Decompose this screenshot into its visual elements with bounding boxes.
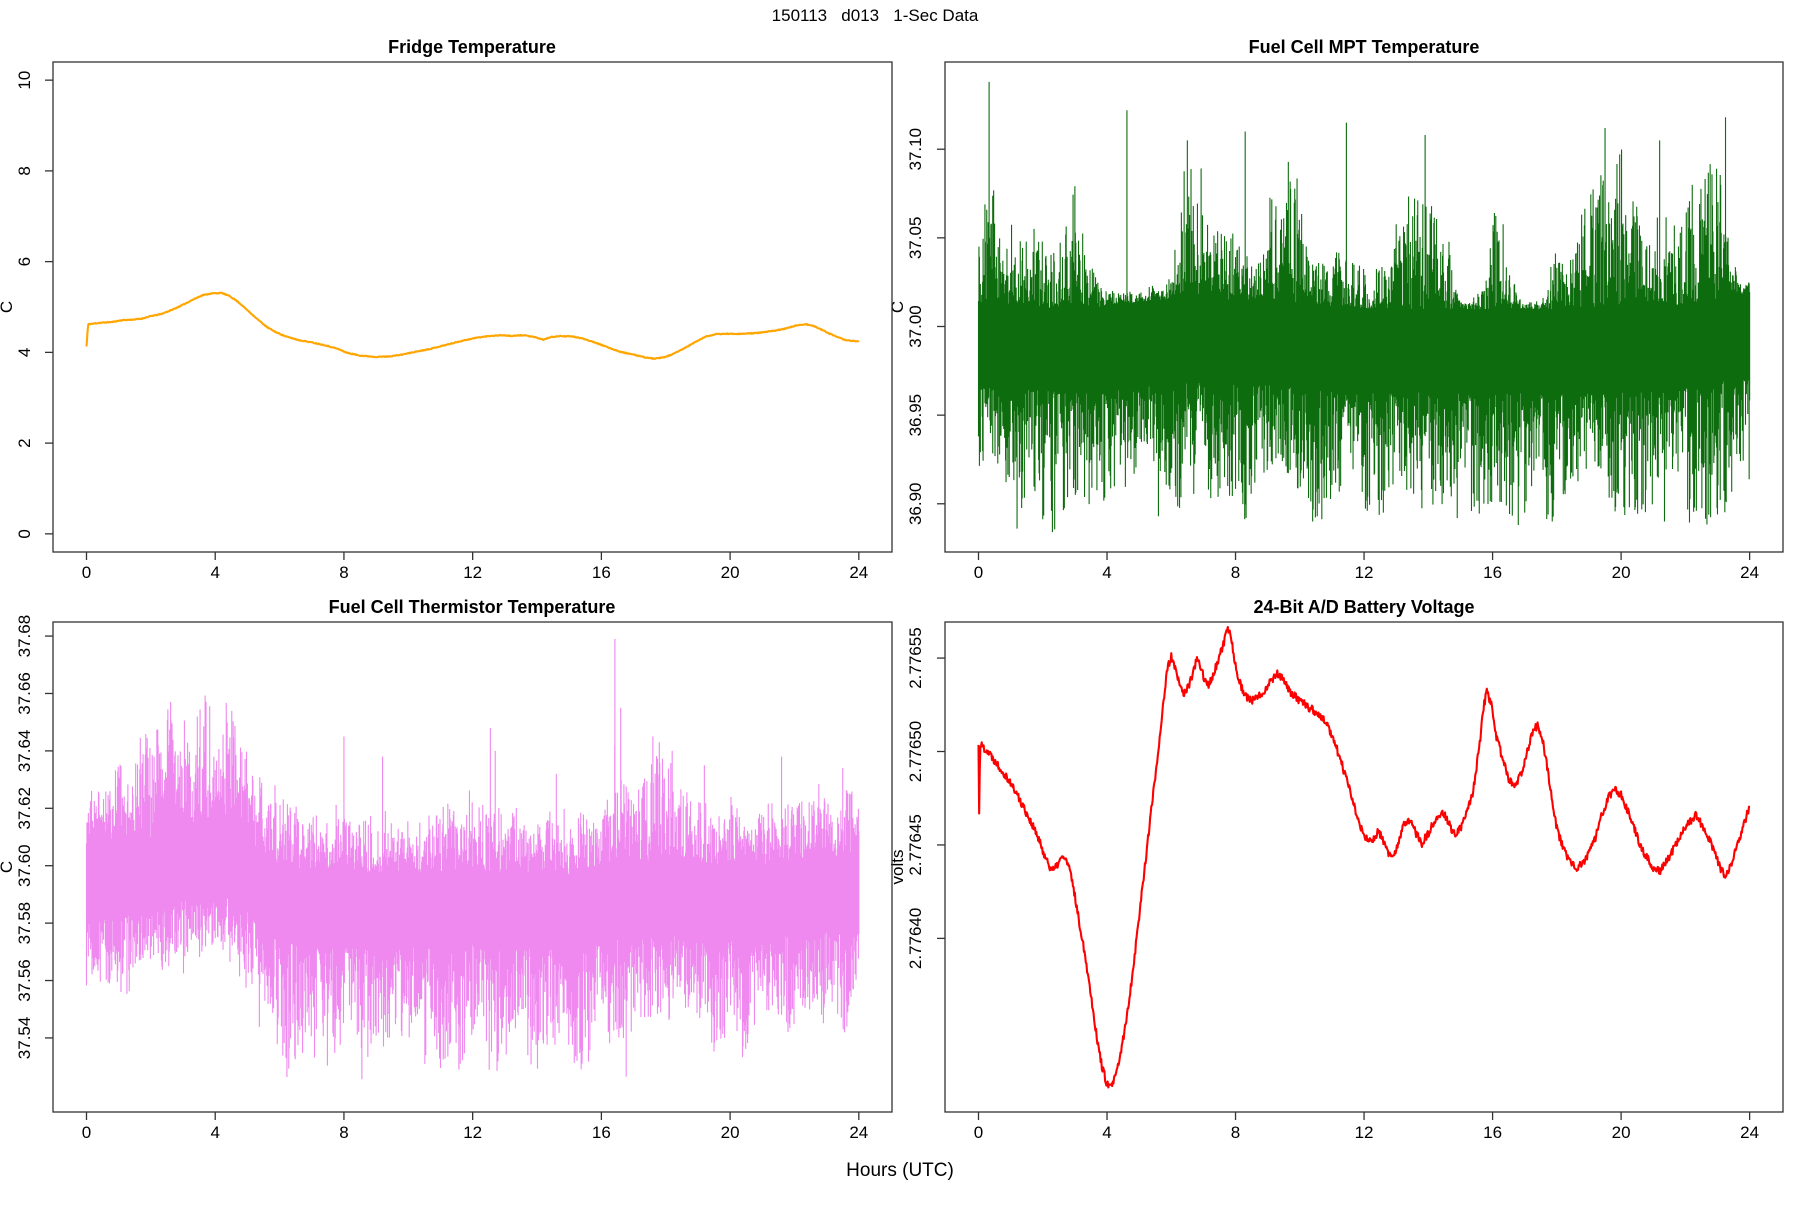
y-tick-label: 37.64 <box>15 730 34 773</box>
x-tick-label: 16 <box>592 563 611 582</box>
panel-title-thermistor: Fuel Cell Thermistor Temperature <box>329 597 616 617</box>
x-tick-label: 0 <box>82 1123 91 1142</box>
x-tick-label: 8 <box>1231 1123 1240 1142</box>
y-tick-label: 0 <box>15 529 34 538</box>
series-thermistor <box>85 638 860 1080</box>
x-tick-label: 0 <box>82 563 91 582</box>
y-axis-title-fridge: C <box>0 301 16 313</box>
x-tick-label: 16 <box>592 1123 611 1142</box>
data-layer <box>85 638 860 1080</box>
y-tick-label: 37.54 <box>15 1017 34 1060</box>
x-tick-label: 12 <box>1355 563 1374 582</box>
x-tick-label: 16 <box>1483 1123 1502 1142</box>
x-tick-label: 0 <box>974 563 983 582</box>
y-tick-label: 36.95 <box>906 394 925 437</box>
y-tick-label: 2 <box>15 438 34 447</box>
y-tick-label: 37.66 <box>15 672 34 715</box>
y-tick-label: 36.90 <box>906 483 925 526</box>
panel-title-mpt: Fuel Cell MPT Temperature <box>1249 37 1480 57</box>
x-tick-label: 8 <box>339 1123 348 1142</box>
x-axis-label: Hours (UTC) <box>846 1160 954 1181</box>
y-axis-title-mpt: C <box>888 301 907 313</box>
x-tick-label: 8 <box>1231 563 1240 582</box>
y-tick-label: 2.77655 <box>906 627 925 688</box>
y-tick-label: 37.10 <box>906 128 925 171</box>
panel-mpt: 0 4 8 12 16 20 24 36.90 36.95 37.00 37.05 37.10 <box>906 61 1784 582</box>
figure-title: 150113 d013 1-Sec Data <box>772 6 979 25</box>
x-tick-label: 4 <box>210 1123 219 1142</box>
x-tick-label: 4 <box>210 563 219 582</box>
y-axis-title-battery: volts <box>888 850 907 885</box>
x-tick-label: 20 <box>1612 563 1631 582</box>
y-tick-label: 2.77650 <box>906 721 925 782</box>
x-tick-label: 24 <box>1740 1123 1759 1142</box>
y-tick-label: 2.77640 <box>906 908 925 969</box>
y-tick-label: 8 <box>15 166 34 175</box>
series-battery <box>977 625 1751 1089</box>
x-tick-label: 4 <box>1102 563 1111 582</box>
y-tick-label: 10 <box>15 71 34 90</box>
series-fridge <box>85 291 860 360</box>
x-tick-label: 12 <box>1355 1123 1374 1142</box>
x-tick-label: 12 <box>463 563 482 582</box>
x-tick-label: 16 <box>1483 563 1502 582</box>
panel-title-battery: 24-Bit A/D Battery Voltage <box>1253 597 1474 617</box>
x-tick-label: 24 <box>1740 563 1759 582</box>
y-tick-label: 37.58 <box>15 902 34 945</box>
x-tick-label: 20 <box>721 1123 740 1142</box>
y-tick-label: 6 <box>15 257 34 266</box>
y-tick-label: 37.62 <box>15 787 34 830</box>
panel-battery: 0 4 8 12 16 20 24 2.77640 2.77645 2.77650 2.77655 <box>906 621 1784 1142</box>
y-tick-label: 37.00 <box>906 305 925 348</box>
data-layer <box>977 625 1751 1089</box>
x-tick-label: 8 <box>339 563 348 582</box>
x-tick-label: 24 <box>849 563 868 582</box>
x-tick-label: 0 <box>974 1123 983 1142</box>
data-layer <box>977 81 1751 533</box>
y-tick-label: 37.68 <box>15 615 34 658</box>
y-tick-label: 4 <box>15 348 34 357</box>
x-tick-label: 4 <box>1102 1123 1111 1142</box>
y-tick-label: 37.60 <box>15 844 34 887</box>
series-mpt <box>977 81 1751 533</box>
data-layer <box>85 291 860 360</box>
x-tick-label: 20 <box>1612 1123 1631 1142</box>
y-tick-label: 2.77645 <box>906 814 925 875</box>
x-tick-label: 20 <box>721 563 740 582</box>
y-tick-label: 37.05 <box>906 217 925 260</box>
panel-thermistor: 0 4 8 12 16 20 24 37.54 37.56 37.58 37.60 37.62 37.6… <box>15 615 893 1142</box>
x-tick-label: 12 <box>463 1123 482 1142</box>
y-axis-title-thermistor: C <box>0 861 16 873</box>
x-tick-label: 24 <box>849 1123 868 1142</box>
panel-title-fridge: Fridge Temperature <box>388 37 556 57</box>
y-tick-label: 37.56 <box>15 959 34 1002</box>
